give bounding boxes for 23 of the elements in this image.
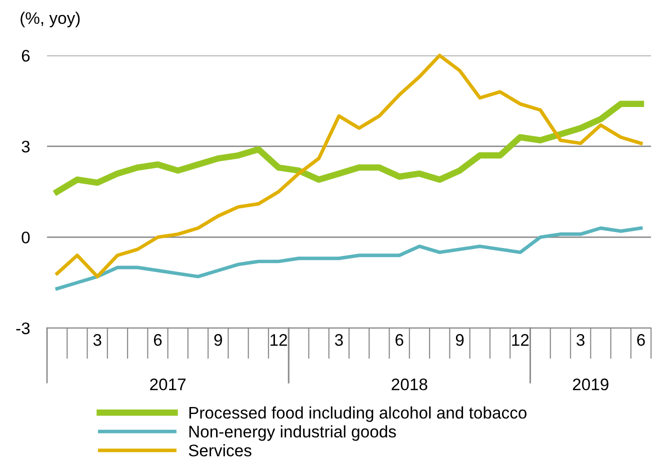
text: 2017 [150,378,186,390]
y-tick-label: 6 [22,50,30,62]
legend-label: Non-energy industrial goods [189,425,396,441]
y-tick-label: -3 [16,322,30,334]
x-tick-label: 12 [512,334,529,346]
x-tick-label: 9 [214,334,222,346]
text: 2019 [572,378,608,390]
legend-label: Processed food including alcohol and tobacco [189,406,526,422]
line-series [55,226,643,290]
x-tick-label: 9 [456,334,464,346]
x-tick-label: 3 [576,334,584,346]
x-tick-label: 3 [334,334,343,346]
x-tick-label: 6 [637,334,645,346]
text: 2018 [392,378,428,390]
y-axis-title: (%, yoy) [20,12,80,28]
x-tick-label: 12 [270,334,287,346]
line-series [55,54,643,278]
x-tick-label: 3 [93,334,102,346]
y-tick-label: 3 [22,140,30,153]
legend-label: Services [188,444,252,456]
x-tick-label: 6 [154,334,162,346]
y-tick-label: 0 [22,232,30,244]
x-tick-label: 6 [396,334,404,346]
